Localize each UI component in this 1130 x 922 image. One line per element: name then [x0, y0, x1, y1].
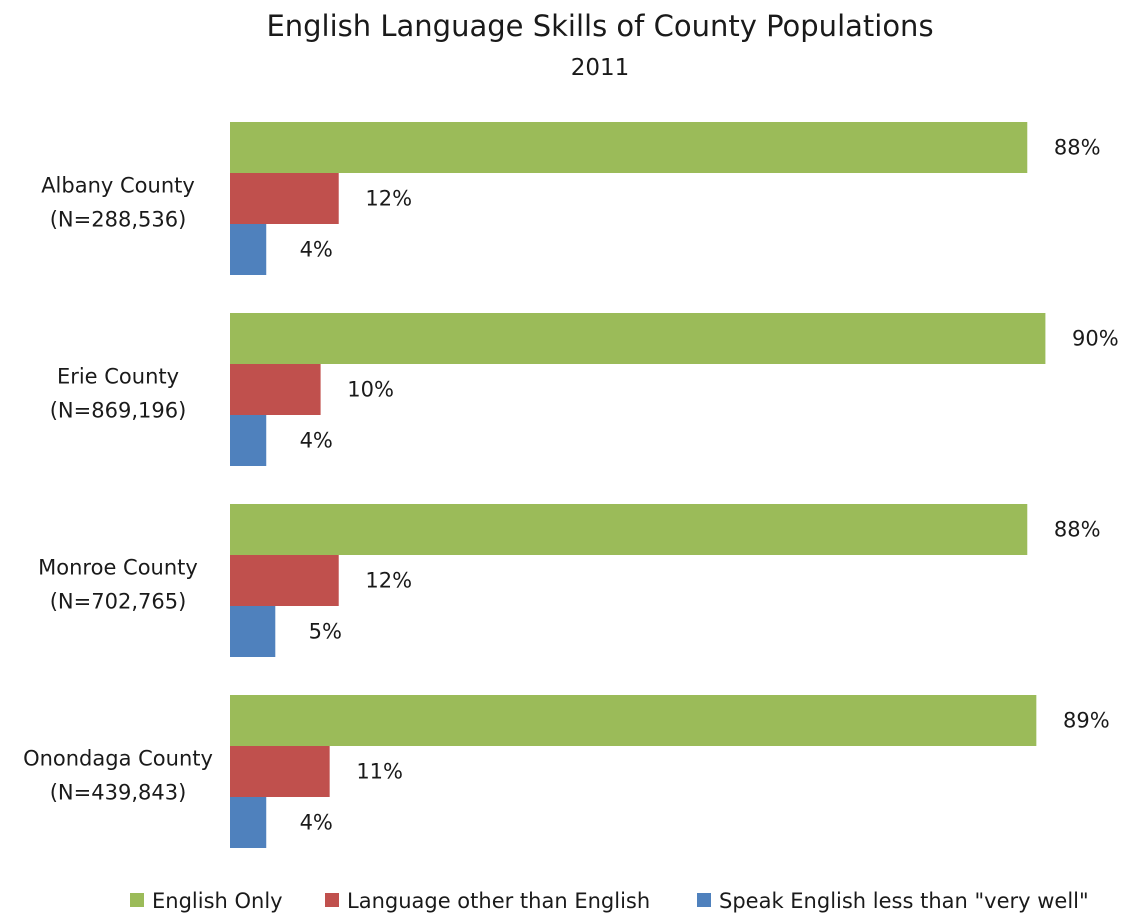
bar [230, 606, 276, 657]
data-label: 89% [1063, 709, 1110, 733]
bar [230, 504, 1028, 555]
category-labels: Albany County (N=288,536) Erie County (N=86… [23, 174, 213, 805]
bar [230, 415, 267, 466]
bar [230, 173, 339, 224]
bar [230, 224, 267, 275]
chart-title: English Language Skills of County Popula… [266, 9, 933, 43]
legend-label: English Only [152, 889, 283, 913]
data-label: 88% [1054, 518, 1101, 542]
data-label: 4% [300, 429, 333, 453]
bar [230, 695, 1037, 746]
category-label: Onondaga County [23, 747, 213, 771]
data-label: 12% [365, 569, 412, 593]
category-sample-size: (N=869,196) [50, 399, 187, 423]
data-label: 12% [365, 187, 412, 211]
legend-swatch [130, 893, 144, 907]
bar [230, 364, 321, 415]
category-sample-size: (N=288,536) [50, 208, 187, 232]
bars [230, 122, 1046, 848]
legend-swatch [325, 893, 339, 907]
data-labels: 88% 12% 4% 90% 10% 4% 88% 12% 5% 89% 11% 4% [300, 136, 1119, 835]
legend-label: Language other than English [347, 889, 650, 913]
bar [230, 313, 1046, 364]
data-label: 90% [1072, 327, 1119, 351]
data-label: 10% [347, 378, 394, 402]
bar [230, 555, 339, 606]
category-sample-size: (N=439,843) [50, 781, 187, 805]
bar [230, 797, 267, 848]
data-label: 88% [1054, 136, 1101, 160]
data-label: 5% [309, 620, 342, 644]
category-label: Albany County [41, 174, 195, 198]
category-label: Erie County [57, 365, 179, 389]
data-label: 4% [300, 238, 333, 262]
legend-swatch [697, 893, 711, 907]
category-sample-size: (N=702,765) [50, 590, 187, 614]
chart-subtitle: 2011 [571, 55, 630, 81]
legend-label: Speak English less than "very well" [719, 889, 1089, 913]
bar [230, 122, 1028, 173]
category-label: Monroe County [38, 556, 198, 580]
bar [230, 746, 330, 797]
data-label: 4% [300, 811, 333, 835]
data-label: 11% [356, 760, 403, 784]
legend: English Only Language other than English S… [130, 889, 1089, 913]
